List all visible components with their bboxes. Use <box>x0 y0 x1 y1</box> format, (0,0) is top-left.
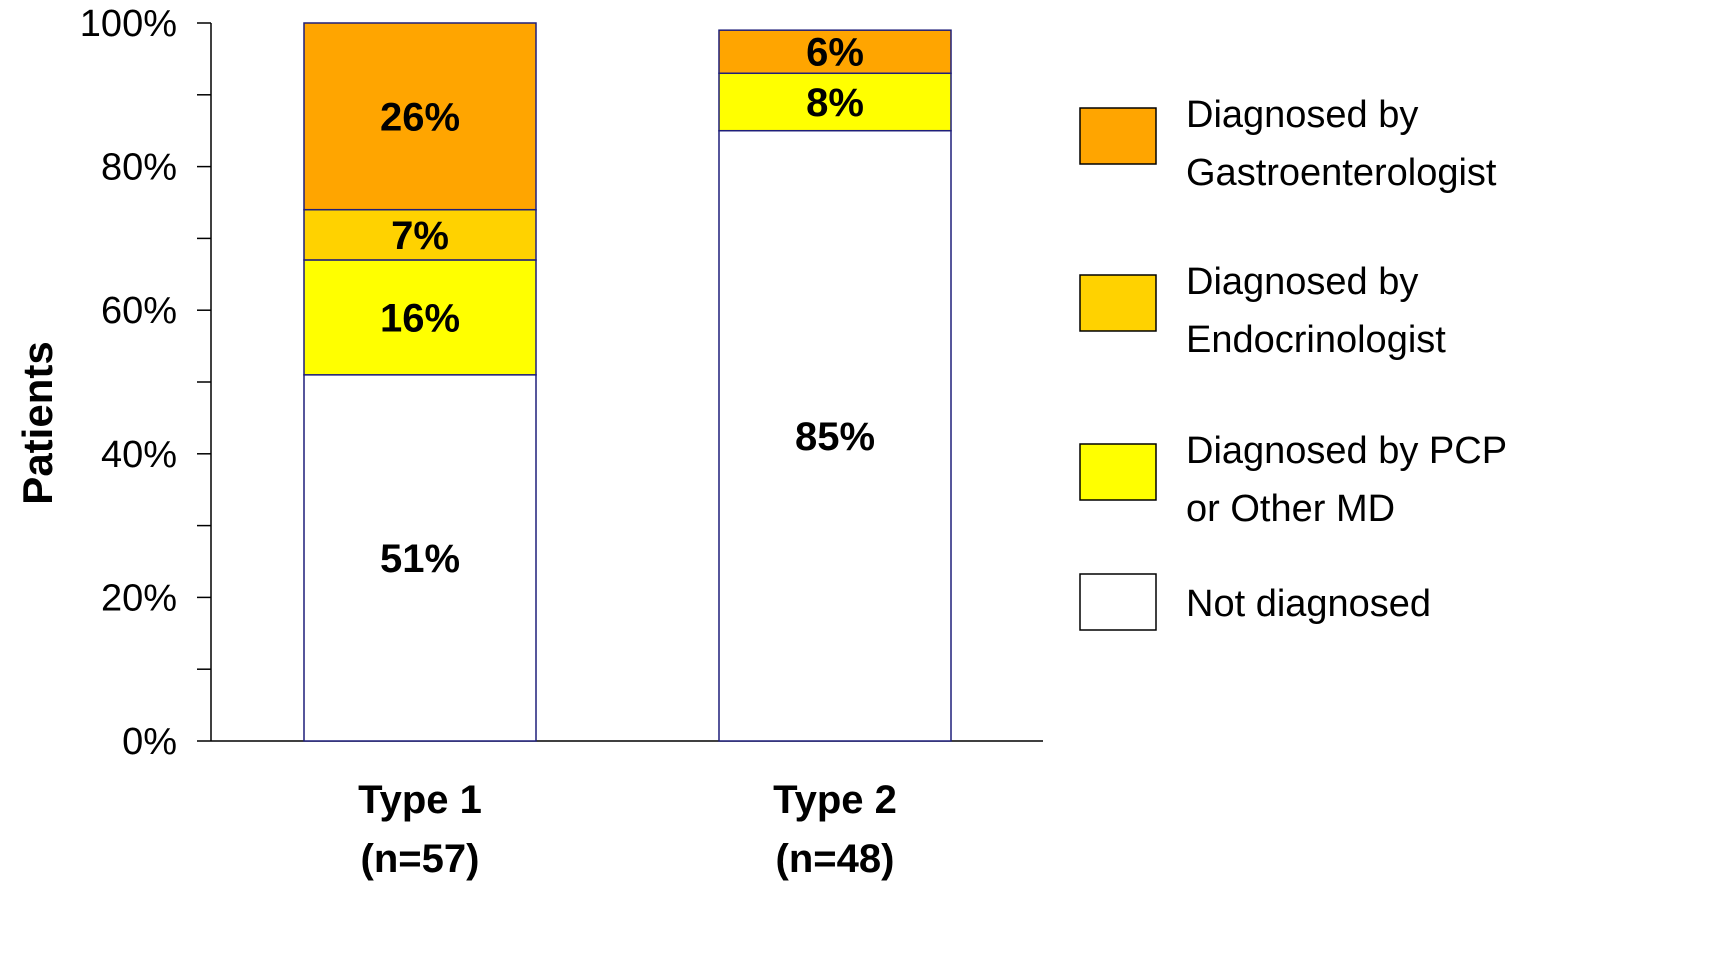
bar-segment <box>718 72 952 132</box>
x-tick-sublabel: (n=48) <box>776 837 895 881</box>
y-tick-label: 20% <box>101 577 177 619</box>
bar-segment <box>303 22 537 211</box>
x-tick-label: Type 2 <box>773 778 897 822</box>
bar-segment <box>303 208 537 261</box>
y-axis-label: Patients <box>14 341 61 504</box>
y-tick-label: 40% <box>101 434 177 476</box>
legend-label: Diagnosed by <box>1186 94 1418 136</box>
data-label: 85% <box>795 415 875 459</box>
legend-swatch <box>1079 274 1157 332</box>
data-label: 6% <box>806 31 864 75</box>
bars: 51% 16% 7% 26% Type 1 (n=57) 85% 8% 6% Type 2 (n=4… <box>303 22 952 881</box>
y-tick-label: 100% <box>80 3 177 45</box>
y-tick-label: 60% <box>101 290 177 332</box>
legend-swatch <box>1079 443 1157 501</box>
legend-label: Not diagnosed <box>1186 583 1431 625</box>
bar-segment <box>303 259 537 376</box>
legend-label: Diagnosed by <box>1186 261 1418 303</box>
x-tick-sublabel: (n=57) <box>361 837 480 881</box>
legend-label: or Other MD <box>1186 488 1395 530</box>
legend-label: Endocrinologist <box>1186 319 1446 361</box>
bar-segment <box>303 374 537 742</box>
legend-label: Diagnosed by PCP <box>1186 430 1507 472</box>
legend-label: Gastroenterologist <box>1186 152 1497 194</box>
data-label: 7% <box>391 214 449 258</box>
legend-swatch <box>1079 107 1157 165</box>
data-label: 16% <box>380 296 460 340</box>
legend-swatch <box>1079 573 1157 631</box>
y-tick-label: 80% <box>101 147 177 189</box>
y-tick-label: 0% <box>122 721 177 763</box>
data-label: 51% <box>380 537 460 581</box>
bar-segment <box>718 29 952 75</box>
legend: Diagnosed by Gastroenterologist Diagnosed … <box>1079 94 1507 631</box>
axes: 0% 20% 40% 60% 80% 100% <box>80 3 1043 763</box>
bar-segment <box>718 129 952 742</box>
x-tick-label: Type 1 <box>358 778 482 822</box>
data-label: 26% <box>380 95 460 139</box>
data-label: 8% <box>806 81 864 125</box>
